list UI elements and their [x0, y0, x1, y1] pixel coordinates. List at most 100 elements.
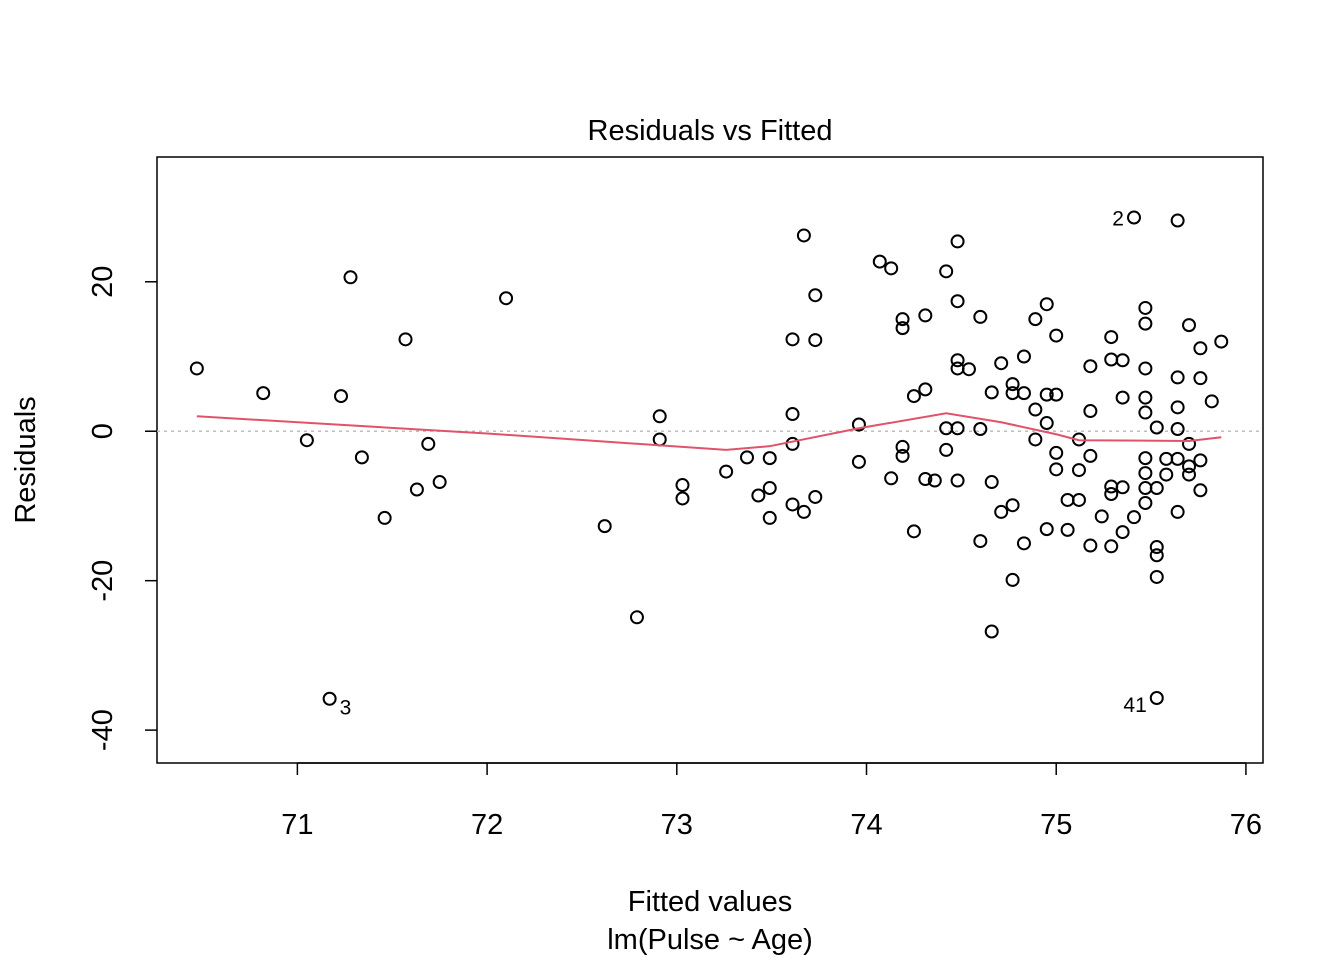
- data-point: [984, 385, 999, 400]
- data-point: [961, 362, 976, 377]
- data-point: [939, 442, 954, 457]
- y-tick-label: 0: [87, 423, 119, 439]
- data-point: [1115, 353, 1130, 368]
- x-tick-label: 74: [850, 809, 882, 841]
- data-point: [1039, 416, 1054, 431]
- data-point: [1138, 390, 1153, 405]
- data-point: [1138, 405, 1153, 420]
- data-point: [906, 524, 921, 539]
- data-point: [1170, 213, 1185, 228]
- data-point: [1005, 377, 1020, 392]
- data-point: [950, 473, 965, 488]
- data-point: [851, 454, 866, 469]
- data-point: [1182, 436, 1197, 451]
- data-point: [984, 475, 999, 490]
- data-point: [1126, 510, 1141, 525]
- data-point: [939, 421, 954, 436]
- data-point: [377, 510, 392, 525]
- data-point: [895, 439, 910, 454]
- data-point: [973, 534, 988, 549]
- chart-title: Residuals vs Fitted: [588, 115, 833, 147]
- data-point: [1149, 690, 1164, 705]
- data-point: [950, 353, 965, 368]
- data-point: [973, 421, 988, 436]
- data-point: [1138, 300, 1153, 315]
- data-point: [1083, 448, 1098, 463]
- data-point: [1016, 536, 1031, 551]
- plot-box: [156, 156, 1264, 764]
- data-point: [1016, 349, 1031, 364]
- data-point: [906, 389, 921, 404]
- data-point: [1115, 390, 1130, 405]
- data-point: [884, 261, 899, 276]
- data-point: [1071, 492, 1086, 507]
- axes: 71 72 73 74 75 76 -40 -20 0 20: [87, 266, 1262, 841]
- data-point: [785, 497, 800, 512]
- data-point: [652, 409, 667, 424]
- data-point: [1149, 420, 1164, 435]
- data-point: [1049, 328, 1064, 343]
- data-point: [1005, 498, 1020, 513]
- data-point: [994, 504, 1009, 519]
- y-tick-label: -20: [87, 560, 119, 602]
- data-point: [872, 254, 887, 269]
- data-point: [739, 450, 754, 465]
- data-point: [1094, 509, 1109, 524]
- data-point: [1182, 459, 1197, 474]
- data-point: [1204, 394, 1219, 409]
- y-axis-spacer: [145, 282, 157, 730]
- smooth-line: [196, 412, 1222, 451]
- data-point: [1028, 402, 1043, 417]
- data-point: [918, 308, 933, 323]
- data-point: [994, 356, 1009, 371]
- data-point: [984, 624, 999, 639]
- data-point: [1138, 481, 1153, 496]
- data-point: [719, 464, 734, 479]
- data-point: [1149, 540, 1164, 555]
- data-point: [808, 288, 823, 303]
- data-point: [950, 421, 965, 436]
- data-point: [1060, 492, 1075, 507]
- data-point: [808, 489, 823, 504]
- data-point: [1115, 525, 1130, 540]
- data-point: [1039, 297, 1054, 312]
- data-point: [675, 478, 690, 493]
- data-point: [189, 361, 204, 376]
- data-point: [629, 610, 644, 625]
- data-point: [895, 312, 910, 327]
- x-tick-label: 72: [471, 809, 503, 841]
- data-point: [675, 491, 690, 506]
- data-point: [1138, 466, 1153, 481]
- data-point: [785, 407, 800, 422]
- data-point: [1214, 334, 1229, 349]
- x-axis-sublabel: lm(Pulse ~ Age): [607, 924, 813, 956]
- data-point: [334, 389, 349, 404]
- data-point: [597, 519, 612, 534]
- data-point: [1104, 352, 1119, 367]
- data-point: [796, 504, 811, 519]
- data-point: [762, 510, 777, 525]
- x-tick-label: 75: [1040, 809, 1072, 841]
- data-point: [409, 482, 424, 497]
- data-point: [1071, 463, 1086, 478]
- data-point: [1028, 312, 1043, 327]
- data-point: [343, 270, 358, 285]
- data-point: [1005, 386, 1020, 401]
- data-point: [1060, 522, 1075, 537]
- point-label: 3: [340, 697, 352, 720]
- data-point: [1193, 453, 1208, 468]
- data-point: [1104, 486, 1119, 501]
- data-point: [1104, 539, 1119, 554]
- data-point: [1193, 341, 1208, 356]
- data-point: [851, 417, 866, 432]
- data-point: [1159, 467, 1174, 482]
- data-point: [1170, 421, 1185, 436]
- data-point: [432, 475, 447, 490]
- data-point: [895, 448, 910, 463]
- data-point: [918, 382, 933, 397]
- data-point: [1049, 445, 1064, 460]
- data-point: [421, 436, 436, 451]
- data-point: [1182, 318, 1197, 333]
- data-point: [1138, 316, 1153, 331]
- data-point: [1039, 522, 1054, 537]
